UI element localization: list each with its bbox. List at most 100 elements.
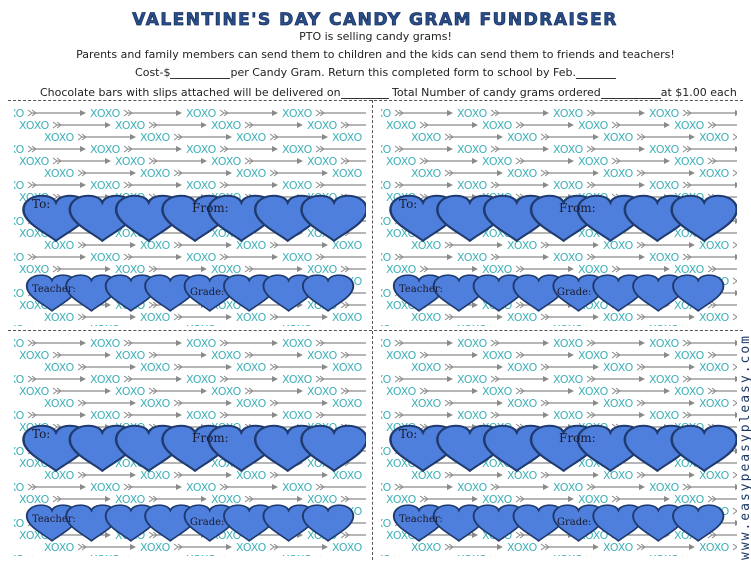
xoxo-word: XOXO (14, 517, 25, 530)
xoxo-word: XOXO (115, 385, 146, 398)
arrow-icon (611, 387, 670, 395)
arrow-icon (173, 313, 232, 321)
xoxo-word: XOXO (553, 481, 584, 494)
arrow-icon (269, 133, 328, 141)
due-date-blank[interactable] (575, 68, 616, 79)
xoxo-word: XOXO (282, 481, 313, 494)
heart-row-small (25, 504, 355, 542)
cost-blank[interactable] (170, 68, 231, 79)
arrow-icon (611, 121, 670, 129)
xoxo-word: XOXO (578, 385, 609, 398)
candy-gram-slip-1[interactable]: XOXOXOXOXOXOXOXOXOXOXOXOXOXOXOXOXOXOXOXO… (14, 104, 366, 326)
xoxo-word: XOXO (44, 239, 75, 252)
xoxo-word: XOXO (603, 469, 634, 482)
xoxo-word: XOXO (19, 263, 50, 276)
xoxo-word: XOXO (14, 107, 25, 120)
xoxo-word: XOXO (457, 323, 488, 326)
arrow-icon (732, 169, 737, 177)
xoxo-word: XOXO (649, 179, 680, 192)
xoxo-word: XOXO (649, 251, 680, 264)
xoxo-word: XOXO (44, 469, 75, 482)
grade-label: Grade: (557, 287, 591, 298)
xoxo-word: XOXO (649, 409, 680, 422)
arrow-icon (444, 313, 503, 321)
xoxo-word: XOXO (307, 349, 338, 362)
arrow-icon (636, 543, 695, 551)
delivery-blank[interactable] (340, 88, 389, 99)
xoxo-word: XOXO (553, 143, 584, 156)
xoxo-word: XOXO (411, 239, 442, 252)
xoxo-word: XOXO (507, 397, 538, 410)
total-blank[interactable] (600, 88, 661, 99)
from-label: From: (192, 431, 229, 445)
xoxo-word: XOXO (282, 107, 313, 120)
xoxo-word: XOXO (282, 179, 313, 192)
xoxo-word: XOXO (381, 107, 392, 120)
arrow-icon (586, 145, 645, 153)
arrow-icon (586, 181, 645, 189)
arrow-icon (219, 181, 278, 189)
xoxo-word: XOXO (482, 263, 513, 276)
candy-gram-slip-2[interactable]: XOXO XOXO XOXO XOXO XOXO XOXO XOXO XOXO XOXO XOXO… (381, 104, 737, 326)
xoxo-word: XOXO (14, 251, 25, 264)
xoxo-word: XOXO (140, 239, 171, 252)
arrow-icon (444, 241, 503, 249)
arrow-icon (515, 351, 574, 359)
xoxo-word: XOXO (186, 143, 217, 156)
price-text: at $1.00 each (660, 86, 737, 99)
xoxo-word: XOXO (603, 541, 634, 554)
xoxo-word: XOXO (649, 337, 680, 350)
heart-icon (670, 194, 737, 243)
xoxo-word: XOXO (140, 311, 171, 324)
arrow-icon (682, 109, 737, 117)
xoxo-word: XOXO (457, 107, 488, 120)
xoxo-word: XOXO (186, 409, 217, 422)
arrow-icon (586, 375, 645, 383)
xoxo-word: XOXO (699, 239, 730, 252)
xoxo-word: XOXO (90, 373, 121, 386)
xoxo-word: XOXO (211, 349, 242, 362)
xoxo-word: XOXO (19, 155, 50, 168)
xoxo-word: XOXO (236, 361, 267, 374)
xoxo-word: XOXO (411, 311, 442, 324)
arrow-icon (540, 363, 599, 371)
arrow-icon (732, 363, 737, 371)
arrow-icon (540, 471, 599, 479)
xoxo-word: XOXO (19, 493, 50, 506)
arrow-icon (419, 121, 478, 129)
arrow-icon (419, 157, 478, 165)
xoxo-word: XOXO (603, 239, 634, 252)
xoxo-word: XOXO (236, 167, 267, 180)
arrow-icon (419, 387, 478, 395)
arrow-icon (394, 411, 453, 419)
arrow-icon (419, 265, 478, 273)
xoxo-word: XOXO (553, 409, 584, 422)
xoxo-word: XOXO (649, 107, 680, 120)
grade-label: Grade: (190, 287, 224, 298)
xoxo-word: XOXO (674, 349, 705, 362)
xoxo-word: XOXO (140, 167, 171, 180)
divider-top (8, 100, 743, 101)
heart-row-large (389, 424, 737, 473)
xoxo-word: XOXO (140, 469, 171, 482)
xoxo-word: XOXO (674, 385, 705, 398)
arrow-icon (173, 471, 232, 479)
xoxo-word: XOXO (381, 553, 392, 556)
xoxo-word: XOXO (649, 143, 680, 156)
arrow-icon (490, 145, 549, 153)
divider-vertical (372, 100, 373, 560)
candy-gram-slip-3[interactable]: XOXOXOXOXOXOXOXOXOXOXOXOXOXOXOXOXOXOXOXO… (14, 334, 366, 556)
arrow-icon (682, 253, 737, 261)
arrow-icon (123, 339, 182, 347)
arrow-icon (173, 363, 232, 371)
xoxo-word: XOXO (603, 311, 634, 324)
arrow-icon (269, 241, 328, 249)
arrow-icon (444, 133, 503, 141)
xoxo-word: XOXO (578, 119, 609, 132)
arrow-icon (394, 375, 453, 383)
arrow-icon (148, 387, 207, 395)
candy-gram-slip-4[interactable]: XOXOXOXOXOXOXOXOXOXOXOXOXOXOXOXOXOXOXOXO… (381, 334, 737, 556)
arrow-icon (269, 313, 328, 321)
arrow-icon (340, 121, 366, 129)
xoxo-word: XOXO (381, 323, 392, 326)
